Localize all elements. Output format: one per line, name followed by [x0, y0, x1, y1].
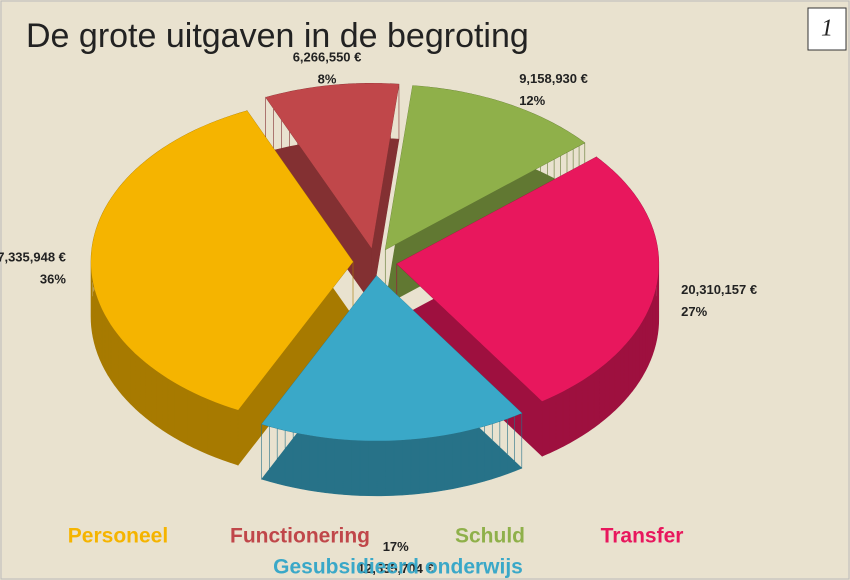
value-label: 27,335,948 € [0, 250, 66, 265]
legend-entry: Functionering [230, 525, 370, 548]
slice [261, 275, 522, 441]
slice [91, 110, 353, 411]
legend-entry: Transfer [601, 525, 684, 548]
value-label: 12,535,704 € [358, 561, 434, 576]
slice [265, 83, 399, 249]
legend-entry: Gesubsidieerd onderwijs [273, 556, 523, 579]
percent-label: 8% [318, 72, 337, 87]
badge-box [807, 7, 847, 51]
badge: 1 [821, 16, 833, 42]
chart-title: De grote uitgaven in de begroting [26, 17, 529, 55]
legend-entry: Schuld [455, 525, 525, 548]
value-label: 6,266,550 € [293, 50, 362, 65]
value-label: 9,158,930 € [519, 71, 588, 86]
slice [385, 85, 585, 250]
legend-entry: Personeel [68, 525, 168, 548]
slice-side [261, 274, 523, 497]
percent-label: 12% [519, 93, 545, 108]
value-label: 20,310,157 € [681, 282, 757, 297]
slice [396, 157, 659, 402]
percent-label: 27% [681, 304, 707, 319]
percent-label: 17% [383, 539, 409, 554]
percent-label: 36% [40, 272, 66, 287]
